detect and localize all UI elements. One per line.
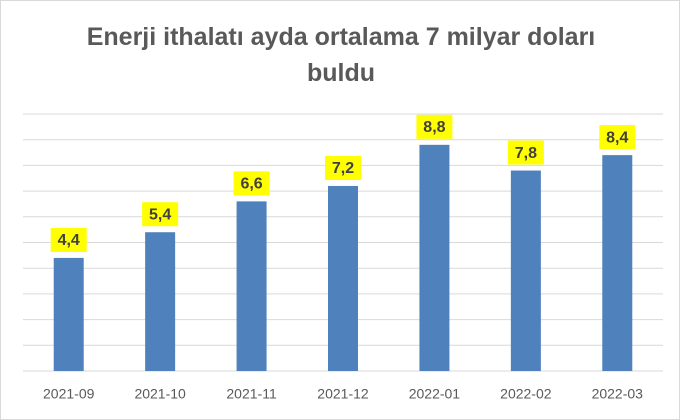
x-tick-label: 2022-01 (409, 386, 461, 402)
value-label-box (599, 125, 636, 150)
value-label: 8,8 (423, 119, 445, 136)
x-tick-label: 2021-11 (226, 386, 277, 402)
x-tick-label: 2021-09 (43, 386, 95, 402)
x-tick-label: 2022-03 (592, 386, 644, 402)
bar (236, 201, 267, 371)
bar (419, 144, 450, 371)
bar (510, 170, 541, 371)
value-label: 4,4 (58, 232, 80, 249)
bar (145, 232, 176, 371)
value-label: 7,8 (515, 145, 537, 162)
x-tick-label: 2021-12 (317, 386, 369, 402)
value-label-box (416, 114, 453, 139)
chart-title: Enerji ithalatı ayda ortalama 7 milyar d… (86, 23, 596, 87)
x-tick-label: 2021-10 (134, 386, 186, 402)
bar (328, 185, 358, 371)
bar (602, 155, 633, 371)
value-label-box (507, 140, 544, 165)
value-label-box (142, 202, 179, 227)
value-label: 7,2 (332, 160, 354, 177)
x-tick-label: 2022-02 (500, 386, 552, 402)
value-label-box (50, 227, 87, 252)
value-label-box (233, 171, 270, 196)
value-label: 6,6 (240, 176, 262, 193)
bar (53, 257, 84, 371)
value-label: 8,4 (606, 129, 628, 146)
value-label-box (325, 155, 361, 180)
value-label: 5,4 (149, 206, 171, 223)
